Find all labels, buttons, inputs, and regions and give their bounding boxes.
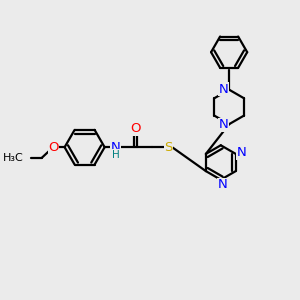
Text: N: N <box>219 82 229 96</box>
Text: N: N <box>110 141 120 154</box>
Text: N: N <box>217 178 227 191</box>
Text: O: O <box>48 141 59 154</box>
Text: N: N <box>219 118 229 131</box>
Text: O: O <box>130 122 141 135</box>
Text: S: S <box>164 141 173 154</box>
Text: N: N <box>236 146 246 159</box>
Text: H: H <box>112 150 120 160</box>
Text: H₃C: H₃C <box>3 153 23 163</box>
